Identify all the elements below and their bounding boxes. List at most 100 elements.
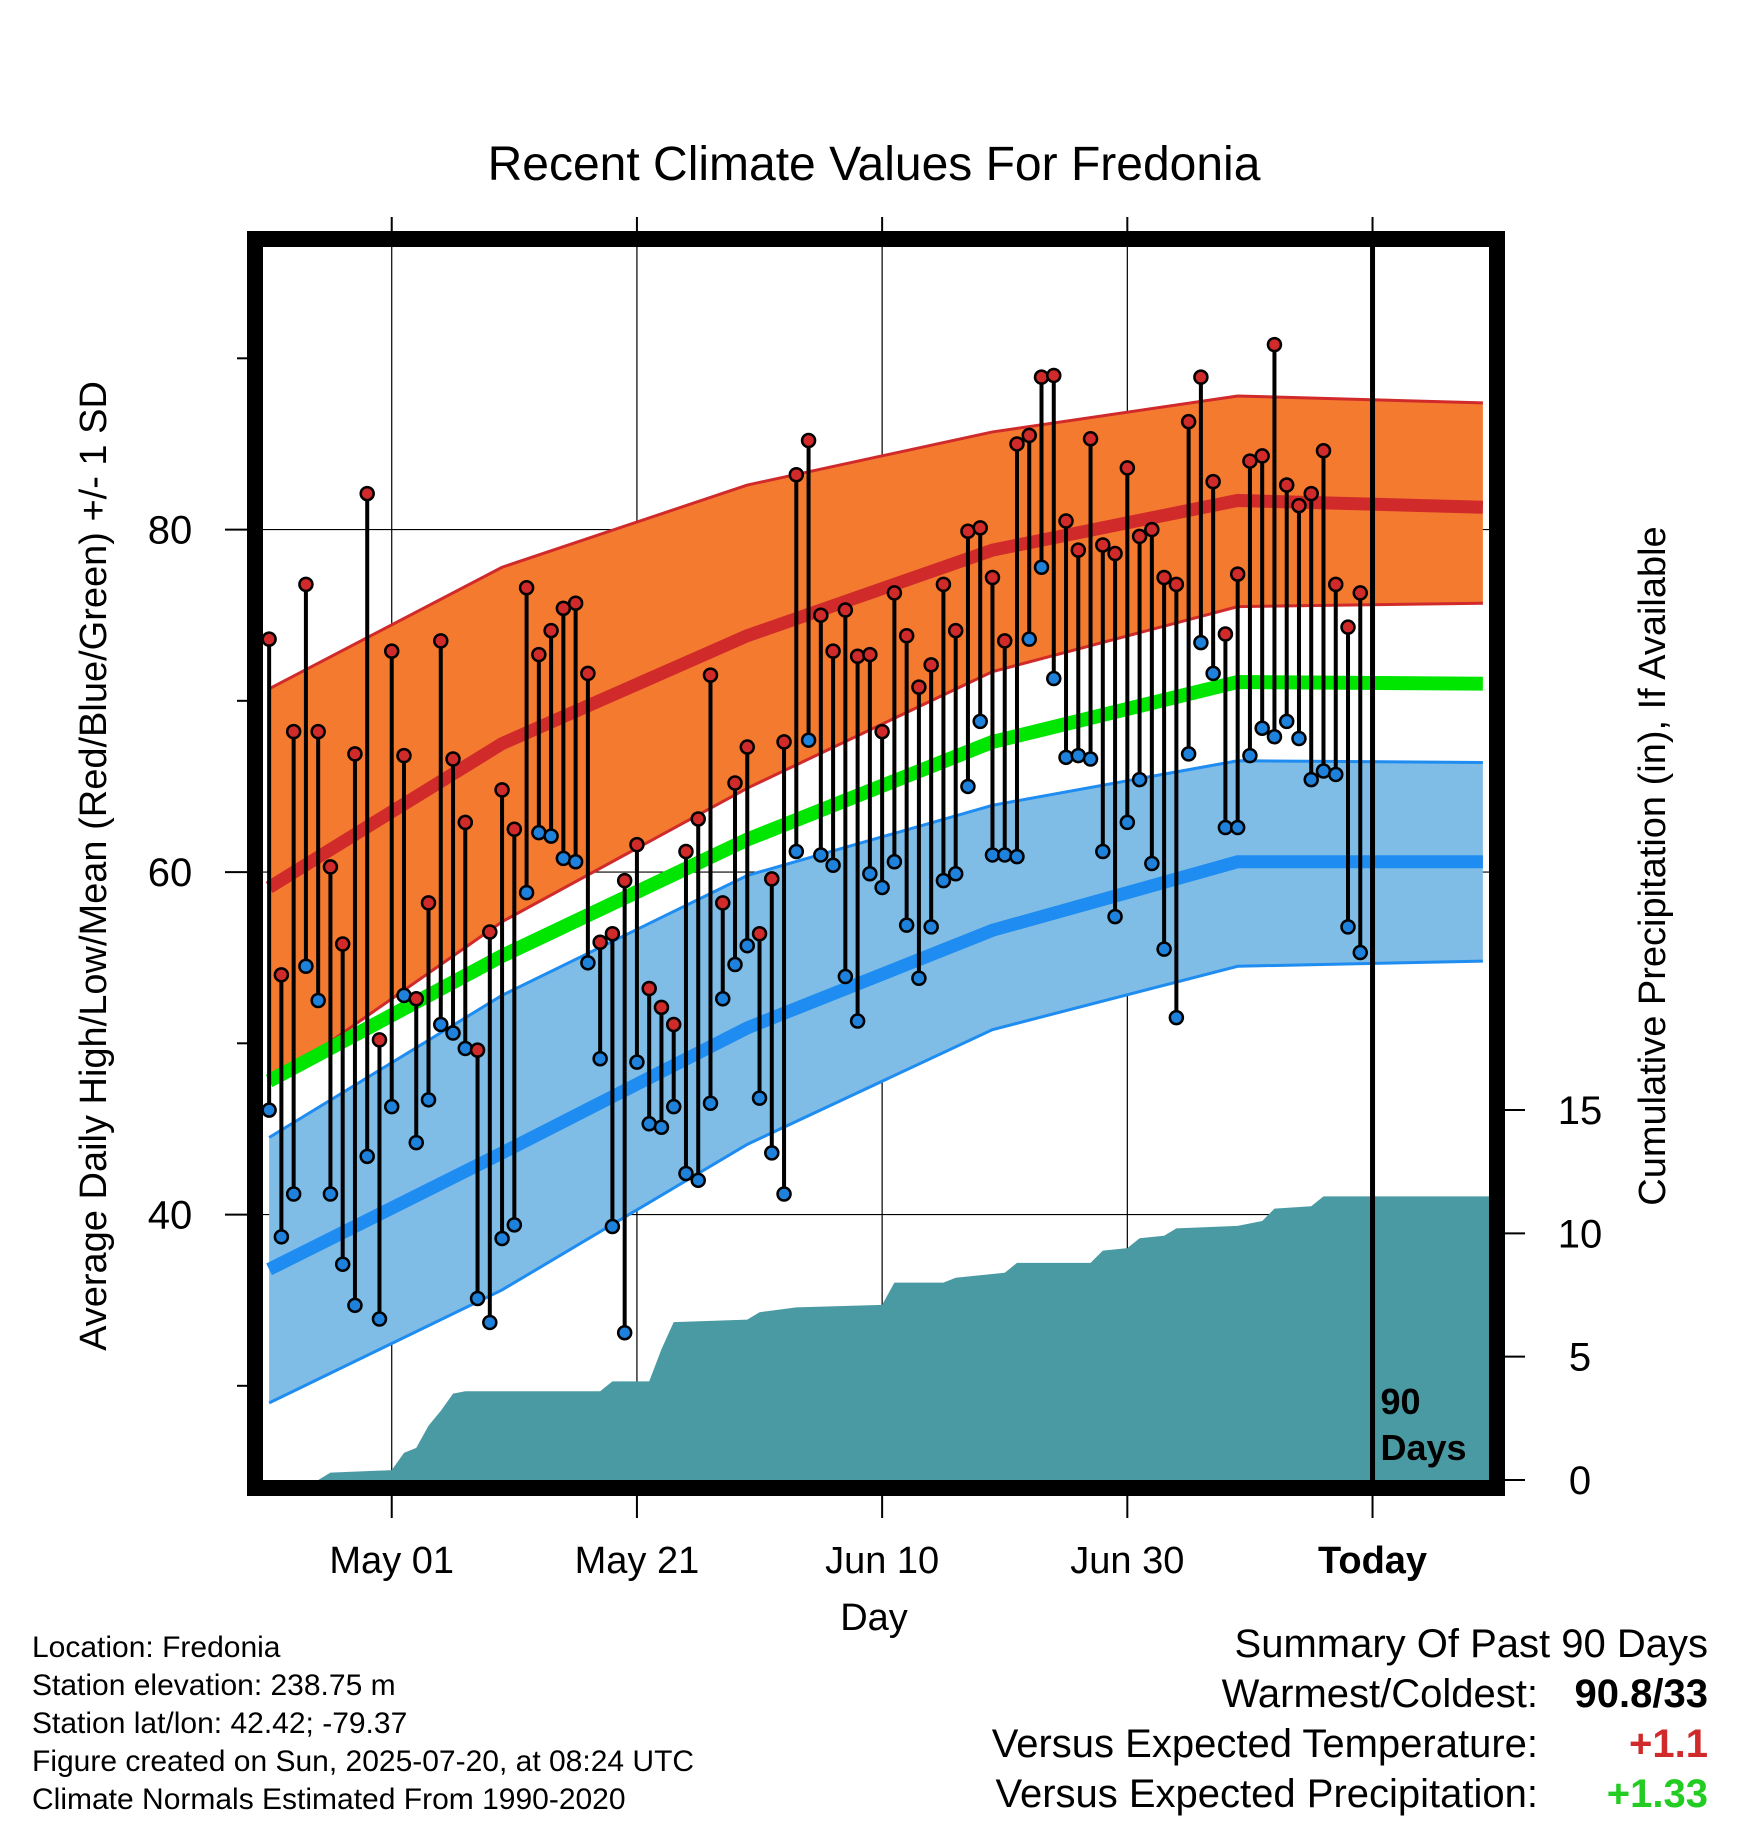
daily-low-point	[1070, 747, 1087, 764]
daily-low-point	[322, 1186, 339, 1202]
daily-low-point	[1082, 751, 1099, 767]
daily-high-point	[702, 667, 719, 683]
daily-high-point	[1009, 436, 1025, 452]
daily-high-point	[1291, 497, 1307, 514]
daily-high-point	[665, 1016, 682, 1033]
daily-high-point	[1095, 537, 1111, 553]
y2-tick-label: 15	[1558, 1089, 1603, 1133]
summary-precip: Versus Expected Precipitation: +1.33	[995, 1772, 1708, 1817]
today-annotation-line2: Days	[1381, 1427, 1467, 1468]
daily-high-point	[849, 648, 866, 665]
y2-tick-label: 10	[1558, 1212, 1603, 1256]
daily-high-point	[420, 895, 437, 911]
daily-low-point	[911, 970, 927, 986]
daily-high-point	[1328, 576, 1344, 593]
x-tick-label: Today	[1318, 1540, 1427, 1582]
daily-low-point	[1278, 713, 1295, 730]
daily-high-point	[1107, 545, 1123, 562]
daily-low-point	[371, 1311, 388, 1327]
daily-low-point	[800, 732, 817, 748]
daily-high-point	[433, 633, 449, 649]
warm-cold-value: 90.8/33	[1574, 1672, 1708, 1716]
daily-low-point	[849, 1013, 866, 1029]
daily-high-point	[347, 746, 363, 762]
daily-low-point	[1303, 771, 1319, 788]
daily-low-point	[947, 866, 964, 882]
daily-high-point	[813, 607, 829, 623]
created-text: Figure created on Sun, 2025-07-20, at 08…	[32, 1745, 695, 1778]
daily-low-point	[825, 857, 841, 873]
daily-high-point	[788, 467, 805, 483]
daily-low-point	[592, 1050, 608, 1067]
precip-label: Versus Expected Precipitation:	[995, 1772, 1538, 1816]
daily-high-point	[1205, 473, 1221, 490]
daily-high-point	[862, 646, 878, 663]
daily-high-point	[285, 723, 302, 740]
daily-high-point	[1070, 542, 1087, 558]
daily-high-point	[874, 723, 890, 740]
daily-low-point	[727, 956, 743, 973]
daily-low-point	[1058, 749, 1074, 766]
daily-high-point	[457, 814, 474, 831]
x-tick-label: May 01	[329, 1540, 454, 1582]
daily-low-point	[543, 828, 559, 844]
daily-high-point	[567, 595, 584, 611]
daily-low-point	[1242, 747, 1258, 764]
summary-temp: Versus Expected Temperature: +1.1	[992, 1722, 1708, 1767]
daily-high-point	[408, 991, 424, 1007]
daily-high-point	[396, 747, 412, 764]
daily-high-point	[263, 631, 277, 647]
daily-high-point	[1352, 585, 1369, 601]
daily-high-point	[1033, 369, 1050, 385]
daily-low-point	[629, 1054, 645, 1070]
daily-low-point	[1291, 730, 1307, 747]
daily-low-point	[1229, 819, 1246, 836]
daily-low-point	[567, 854, 584, 870]
daily-high-point	[1119, 460, 1136, 476]
daily-high-point	[653, 999, 670, 1016]
daily-low-point	[604, 1218, 621, 1235]
x-tick-label: Jun 30	[1070, 1540, 1184, 1582]
daily-high-point	[1046, 367, 1062, 384]
daily-high-point	[1180, 413, 1197, 430]
daily-low-point	[813, 847, 829, 863]
daily-low-point	[641, 1116, 657, 1132]
daily-low-point	[788, 843, 805, 860]
daily-low-point	[310, 992, 326, 1009]
daily-high-point	[825, 643, 841, 659]
daily-low-point	[457, 1040, 474, 1057]
daily-high-point	[518, 580, 535, 596]
daily-high-point	[383, 643, 400, 659]
daily-high-point	[310, 723, 326, 740]
daily-low-point	[678, 1165, 694, 1182]
daily-low-point	[1095, 843, 1111, 860]
precip-area	[269, 1196, 1489, 1480]
daily-high-point	[469, 1042, 486, 1058]
high-sd-band	[269, 395, 1483, 1085]
daily-low-point	[433, 1016, 449, 1033]
daily-high-point	[1021, 427, 1037, 444]
daily-high-point	[776, 734, 792, 750]
daily-high-point	[1168, 576, 1185, 593]
daily-high-point	[1217, 626, 1234, 642]
precip-value: +1.33	[1606, 1772, 1708, 1816]
daily-low-point	[482, 1314, 498, 1331]
daily-low-point	[837, 968, 854, 985]
x-tick-label: Jun 10	[825, 1540, 939, 1582]
daily-low-point	[1315, 763, 1332, 779]
low-sd-band	[269, 760, 1483, 1403]
daily-low-point	[996, 847, 1013, 863]
daily-low-point	[935, 872, 952, 889]
daily-low-point	[1033, 559, 1050, 575]
daily-high-point	[898, 627, 915, 644]
daily-low-point	[972, 713, 988, 730]
warm-cold-label: Warmest/Coldest:	[1221, 1672, 1538, 1716]
latlon-text: Station lat/lon: 42.42; -79.37	[32, 1707, 408, 1740]
daily-low-point	[1180, 746, 1197, 762]
daily-low-point	[1205, 665, 1221, 682]
daily-high-point	[1303, 485, 1319, 502]
temp-label: Versus Expected Temperature:	[991, 1722, 1538, 1766]
plot-area	[263, 247, 1489, 1480]
summary-title: Summary Of Past 90 Days	[1234, 1622, 1708, 1666]
